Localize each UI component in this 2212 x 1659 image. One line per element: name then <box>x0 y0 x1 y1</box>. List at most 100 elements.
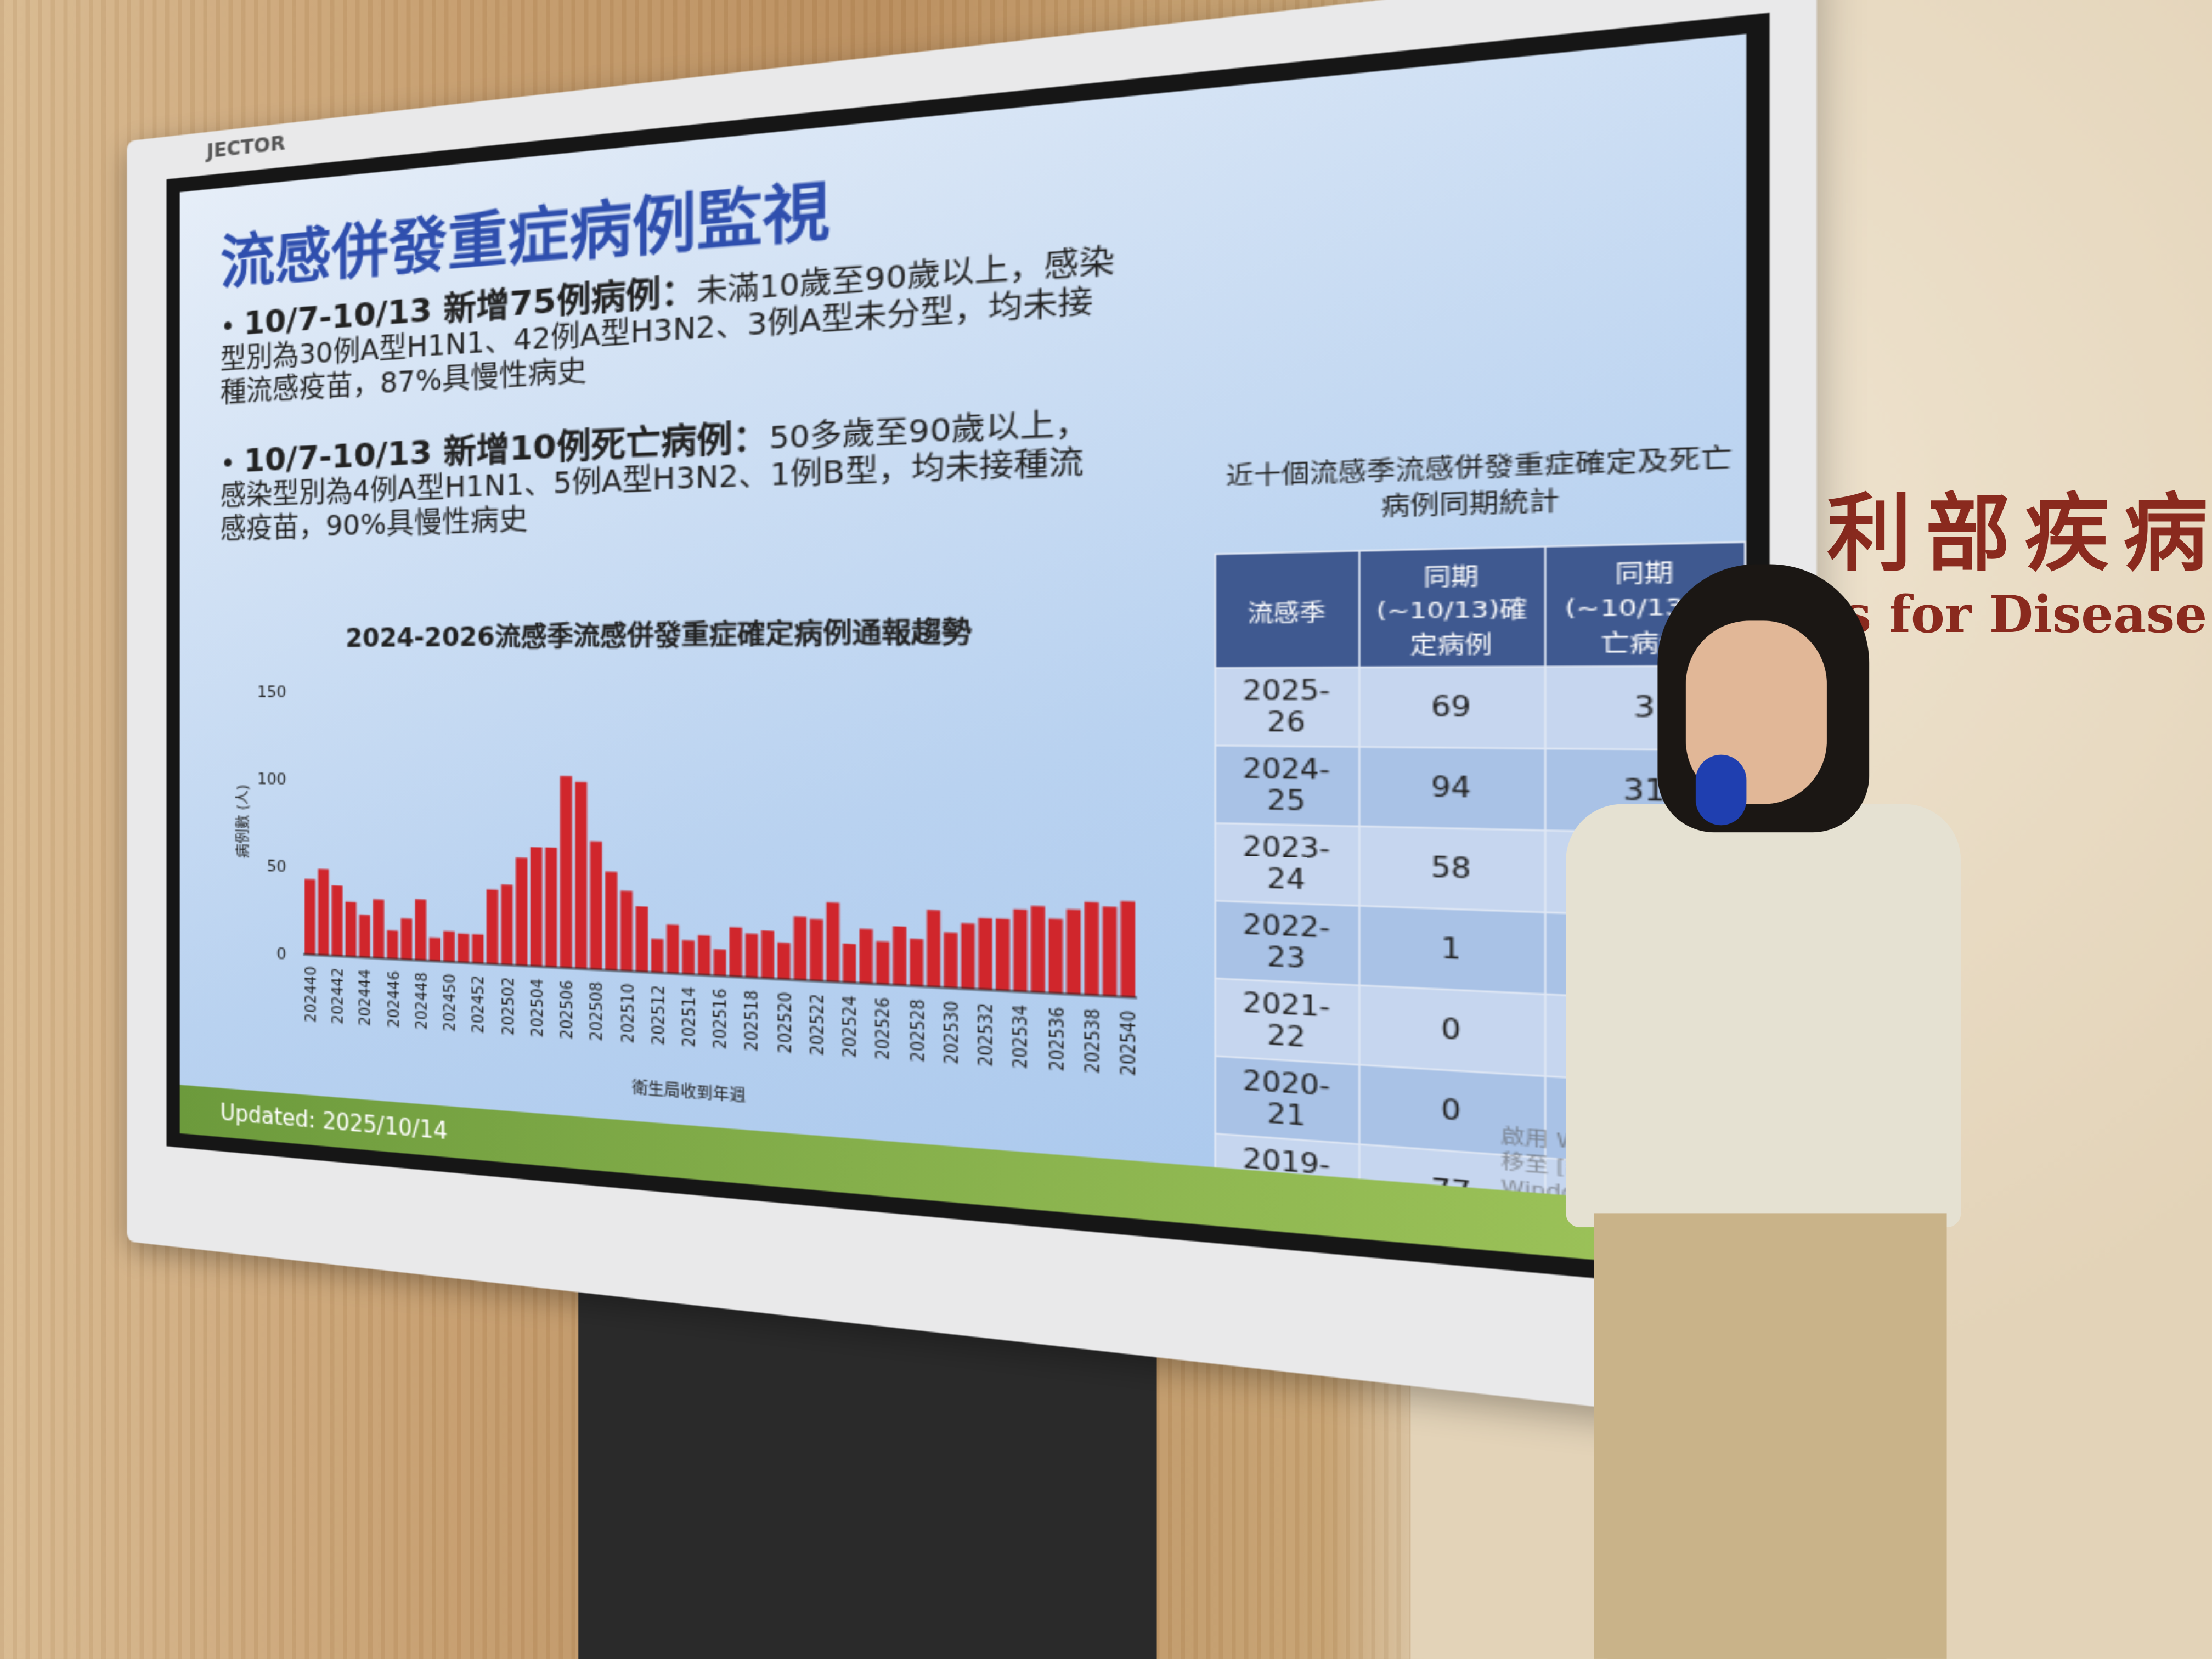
bar <box>304 879 315 955</box>
bar <box>777 943 791 980</box>
bar <box>910 939 923 987</box>
bar <box>893 926 907 986</box>
bar <box>620 890 633 972</box>
x-tick-label: 202444 <box>357 969 374 1026</box>
speaker-pants <box>1594 1213 1947 1659</box>
bar <box>1102 906 1117 997</box>
bar <box>387 930 398 960</box>
x-tick-label: 202506 <box>558 980 576 1040</box>
bar <box>359 915 370 958</box>
bar <box>944 932 958 989</box>
bar <box>826 902 840 983</box>
bar <box>1031 906 1045 993</box>
bar <box>810 918 823 981</box>
display-monitor: JECTOR 流感併發重症病例監視 • 10/7-10/13 新增75例病例：未… <box>127 0 1817 1432</box>
bar <box>729 927 742 978</box>
bar <box>682 940 695 975</box>
bar <box>667 924 679 974</box>
table-cell: 2020-21 <box>1215 1056 1359 1144</box>
bar <box>961 923 975 990</box>
microphone <box>1695 754 1747 826</box>
bar <box>429 937 441 962</box>
x-tick-label: 202522 <box>808 994 827 1056</box>
table-cell: 2023-24 <box>1215 823 1359 906</box>
table-cell: 69 <box>1359 667 1547 749</box>
x-tick-label: 202502 <box>499 977 516 1036</box>
table-cell: 0 <box>1359 985 1547 1076</box>
y-tick-label: 0 <box>276 945 286 963</box>
bar <box>1066 909 1081 995</box>
bar <box>331 885 343 957</box>
column-header: 同期(~10/13)確定病例 <box>1359 546 1547 668</box>
x-tick-label: 202528 <box>907 999 928 1063</box>
bar <box>978 918 992 990</box>
bar <box>545 847 557 968</box>
bar <box>472 934 484 964</box>
bar <box>400 918 413 960</box>
y-tick-label: 150 <box>257 683 286 701</box>
bar <box>530 847 543 967</box>
bar <box>318 868 329 956</box>
bar <box>793 916 807 981</box>
x-tick-label: 202504 <box>528 978 546 1037</box>
y-tick-label: 50 <box>267 857 286 876</box>
bar <box>1084 901 1099 996</box>
bar <box>1013 909 1028 992</box>
bar <box>605 871 618 971</box>
chart-title: 2024-2026流感季流感併發重症確定病例通報趨勢 <box>345 617 972 654</box>
table-cell: 2024-25 <box>1215 746 1359 827</box>
bar <box>697 935 710 976</box>
x-tick-label: 202518 <box>743 990 762 1052</box>
bar <box>345 901 357 957</box>
speaker-vest <box>1566 804 1961 1228</box>
x-tick-label: 202508 <box>588 981 606 1042</box>
x-tick-label: 202452 <box>470 975 488 1034</box>
bullet-new-deaths: • 10/7-10/13 新增10例死亡病例：50多歲至90歲以上，感染型別為4… <box>220 405 1091 546</box>
bar <box>458 933 470 963</box>
y-axis-label: 病例數 (人) <box>235 785 251 859</box>
bar <box>761 930 775 979</box>
bar <box>651 938 664 973</box>
bar <box>843 943 856 983</box>
table-cell: 58 <box>1359 826 1547 913</box>
x-tick-label: 202538 <box>1082 1008 1104 1074</box>
bar <box>443 930 455 962</box>
bar <box>373 899 385 959</box>
bar <box>415 899 426 961</box>
x-tick-label: 202512 <box>649 985 668 1046</box>
bar <box>635 906 648 973</box>
table-cell: 2022-23 <box>1215 900 1359 986</box>
bar <box>927 910 941 988</box>
bar <box>590 841 602 970</box>
bar-chart: 0 50 100 150 病例數 (人) 202440 202442 202444 202446… <box>235 683 1140 1105</box>
x-tick-label: 202514 <box>680 986 699 1047</box>
x-tick-label: 202516 <box>711 988 730 1049</box>
x-tick-label: 202442 <box>330 967 346 1024</box>
speaker <box>1538 564 2004 1659</box>
presentation-slide: 流感併發重症病例監視 • 10/7-10/13 新增75例病例：未滿10歲至90… <box>179 33 1747 1274</box>
bar <box>501 884 513 966</box>
x-tick-label: 202450 <box>441 973 459 1032</box>
x-tick-label: 202530 <box>941 1001 962 1065</box>
bar <box>1120 901 1136 998</box>
bar <box>996 918 1010 991</box>
x-tick-label: 202446 <box>385 970 402 1028</box>
column-header: 流感季 <box>1215 551 1359 668</box>
bar <box>486 889 498 964</box>
bar <box>516 857 528 966</box>
bar <box>575 782 587 969</box>
x-tick-label: 202440 <box>302 966 319 1023</box>
bar <box>1048 918 1063 994</box>
x-tick-label: 202526 <box>873 997 894 1060</box>
table-cell: 94 <box>1359 747 1547 831</box>
monitor-screen: 流感併發重症病例監視 • 10/7-10/13 新增75例病例：未滿10歲至90… <box>166 13 1770 1295</box>
x-tick-label: 202532 <box>976 1002 997 1067</box>
x-tick-label: 202520 <box>775 992 795 1054</box>
x-tick-label: 202524 <box>840 995 861 1058</box>
table-cell: 1 <box>1359 906 1547 995</box>
table-title: 近十個流感季流感併發重症確定及死亡病例同期統計 <box>1226 444 1733 521</box>
bar <box>859 928 873 984</box>
bar <box>876 941 890 985</box>
x-tick-label: 202536 <box>1046 1006 1068 1071</box>
